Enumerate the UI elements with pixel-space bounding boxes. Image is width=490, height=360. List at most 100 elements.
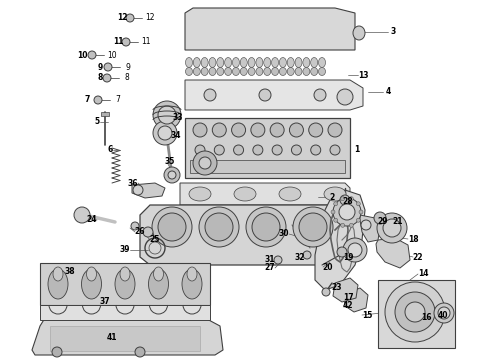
Bar [40,263,210,305]
Ellipse shape [271,68,278,76]
Text: 33: 33 [173,113,183,122]
Ellipse shape [240,58,247,68]
Ellipse shape [148,269,169,299]
Ellipse shape [87,267,97,281]
Circle shape [395,292,435,332]
Text: 23: 23 [332,283,342,292]
Circle shape [153,101,181,129]
Circle shape [212,123,226,137]
Ellipse shape [186,68,193,76]
Circle shape [158,213,186,241]
Bar [50,326,200,351]
Text: 31: 31 [265,256,275,265]
Circle shape [199,157,211,169]
Circle shape [438,307,450,319]
Text: 2: 2 [329,193,335,202]
Circle shape [339,204,355,220]
Circle shape [88,51,96,59]
Circle shape [122,38,130,46]
Ellipse shape [279,58,286,68]
Text: 18: 18 [408,234,418,243]
Polygon shape [180,183,350,205]
Circle shape [434,303,454,323]
Text: 15: 15 [362,310,372,320]
Text: 27: 27 [265,264,275,273]
Text: 20: 20 [323,262,333,271]
Circle shape [259,89,271,101]
Circle shape [314,89,326,101]
Ellipse shape [234,187,256,201]
Ellipse shape [201,68,208,76]
Circle shape [133,185,143,195]
Text: 34: 34 [171,130,181,139]
Ellipse shape [256,58,263,68]
Ellipse shape [115,269,135,299]
Circle shape [205,213,233,241]
Text: 13: 13 [358,71,368,80]
Circle shape [359,210,363,214]
Circle shape [311,145,321,155]
Circle shape [309,123,323,137]
Text: 36: 36 [128,179,138,188]
Circle shape [199,207,239,247]
Circle shape [164,167,180,183]
Ellipse shape [240,68,247,76]
Circle shape [104,63,112,71]
Circle shape [299,213,327,241]
Text: 30: 30 [279,230,289,238]
Text: 5: 5 [95,117,99,126]
Circle shape [374,212,386,224]
Circle shape [158,106,176,124]
Text: 4: 4 [385,87,391,96]
Polygon shape [140,205,345,265]
Bar [40,305,210,320]
Circle shape [349,223,353,227]
Ellipse shape [264,68,271,76]
Circle shape [195,145,205,155]
Text: 8: 8 [98,73,103,82]
Circle shape [246,207,286,247]
Bar [378,280,455,348]
Ellipse shape [311,68,318,76]
Ellipse shape [53,267,63,281]
Ellipse shape [295,68,302,76]
Ellipse shape [201,58,208,68]
Text: 12: 12 [145,13,155,22]
Text: 7: 7 [84,95,90,104]
Text: 17: 17 [343,292,353,302]
Text: 7: 7 [116,95,121,104]
Ellipse shape [232,68,240,76]
Ellipse shape [318,58,325,68]
Ellipse shape [153,267,164,281]
Ellipse shape [224,58,232,68]
Circle shape [270,123,284,137]
Circle shape [322,288,330,296]
Text: 9: 9 [125,63,130,72]
Circle shape [361,220,371,230]
Ellipse shape [318,68,325,76]
Bar [185,118,350,178]
Ellipse shape [209,68,216,76]
Circle shape [333,198,361,226]
Polygon shape [132,183,165,198]
Circle shape [328,123,342,137]
Circle shape [348,243,362,257]
Ellipse shape [182,269,202,299]
Ellipse shape [311,58,318,68]
Text: 10: 10 [77,50,87,59]
Ellipse shape [120,267,130,281]
Ellipse shape [295,58,302,68]
Circle shape [292,145,301,155]
Text: 21: 21 [393,217,403,226]
Circle shape [143,227,153,237]
Circle shape [331,210,335,214]
Circle shape [290,123,303,137]
Circle shape [334,202,338,206]
Circle shape [153,121,177,145]
Text: 16: 16 [421,314,431,323]
Text: 10: 10 [107,50,117,59]
Ellipse shape [303,68,310,76]
Text: 24: 24 [87,216,97,225]
Circle shape [334,218,338,222]
Ellipse shape [287,58,294,68]
